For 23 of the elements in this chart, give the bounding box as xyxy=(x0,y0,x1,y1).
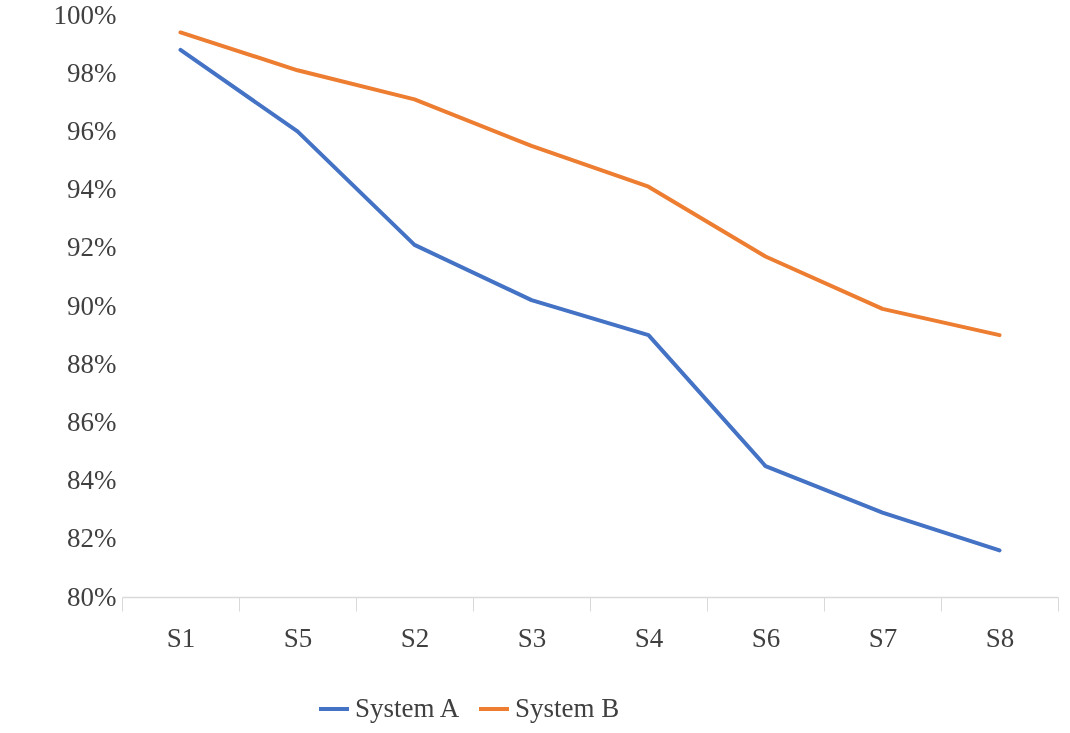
y-tick-label: 92% xyxy=(67,232,117,263)
x-tick-label: S2 xyxy=(400,622,430,653)
y-tick-label: 90% xyxy=(67,290,117,321)
y-tick-label: 80% xyxy=(67,581,117,612)
x-tick-label: S1 xyxy=(166,622,196,653)
x-tick-label: S8 xyxy=(985,622,1015,653)
y-tick-label: 84% xyxy=(67,465,117,496)
x-tick-label: S6 xyxy=(751,622,781,653)
y-tick-label: 94% xyxy=(67,174,117,205)
x-tick-label: S5 xyxy=(283,622,313,653)
y-tick-label: 86% xyxy=(67,406,117,437)
x-tick-label: S7 xyxy=(868,622,898,653)
y-tick-label: 88% xyxy=(67,348,117,379)
y-tick-label: 82% xyxy=(67,523,117,554)
legend-label: System A xyxy=(355,693,460,723)
line-series xyxy=(178,30,1002,338)
x-tick-label: S4 xyxy=(634,622,664,653)
y-tick-label: 96% xyxy=(67,115,117,146)
y-tick-label: 100% xyxy=(53,0,117,30)
legend-label: System B xyxy=(515,693,620,723)
x-tick-label: S3 xyxy=(517,622,547,653)
y-tick-label: 98% xyxy=(67,57,117,88)
line-series xyxy=(178,47,1002,553)
